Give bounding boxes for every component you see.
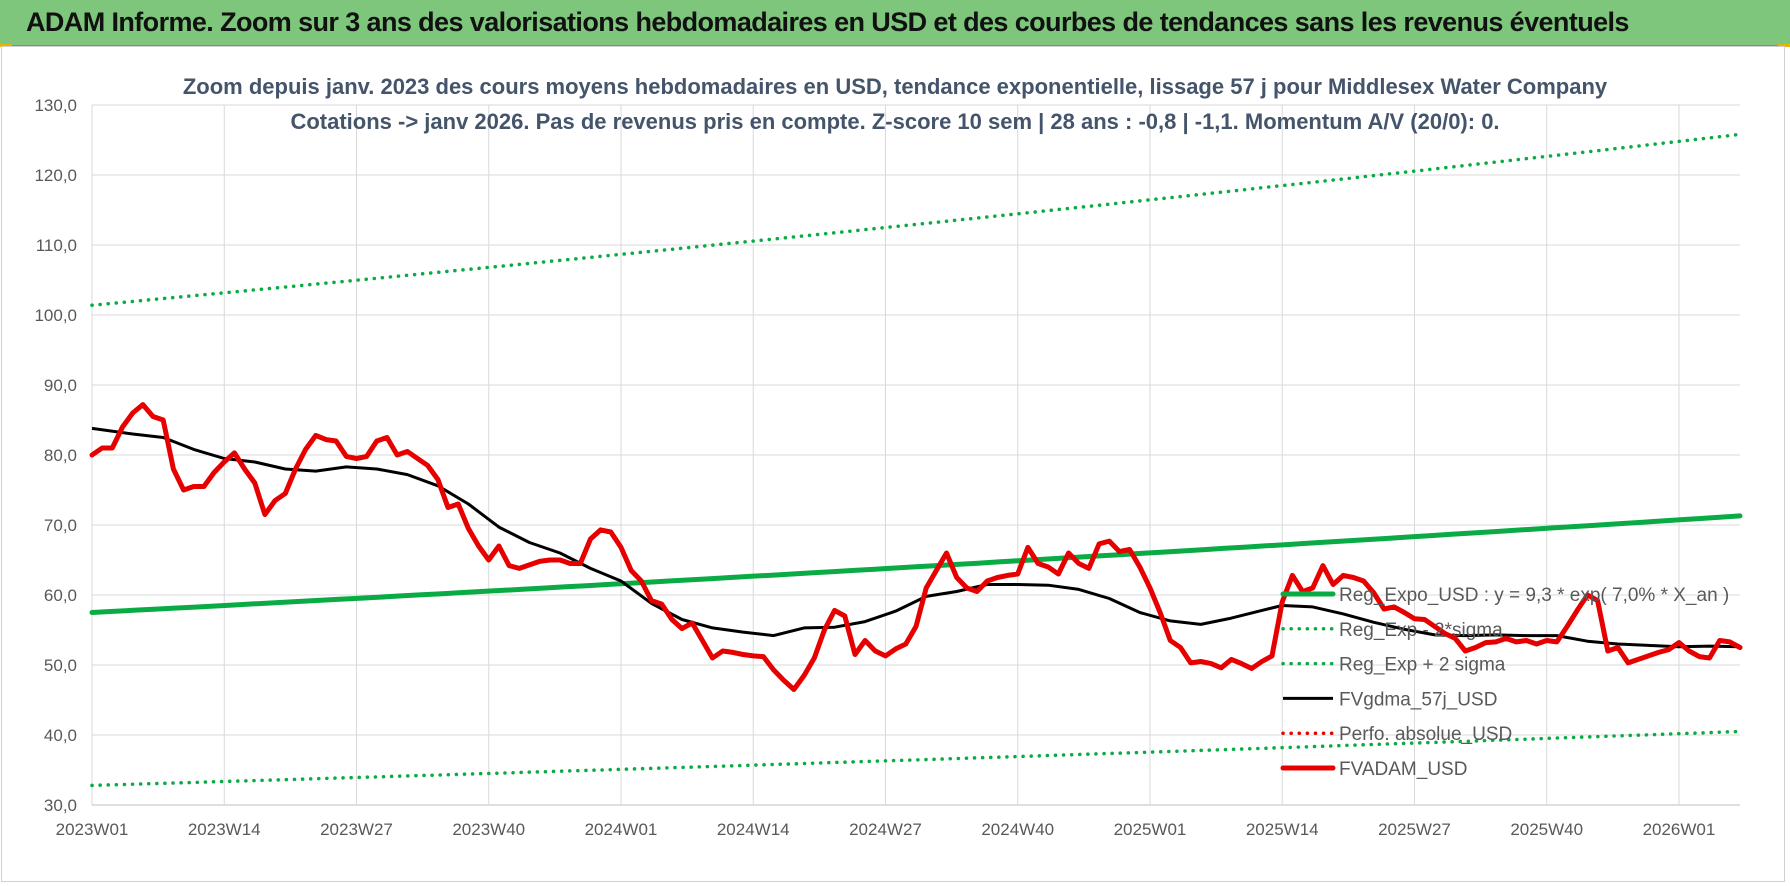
legend-label: Reg_Exp - 2*sigma [1339, 620, 1503, 641]
y-tick-label: 120,0 [34, 166, 77, 185]
legend-label: Perfo. absolue_USD [1339, 724, 1512, 745]
y-axis: 130,0 120,0 110,0 100,0 90,0 80,0 70,0 60,0 50,0… [34, 96, 77, 815]
chart-title: Zoom depuis janv. 2023 des cours moyens … [183, 74, 1608, 99]
chart-subtitle: Cotations -> janv 2026. Pas de revenus p… [290, 109, 1499, 134]
y-tick-label: 100,0 [34, 306, 77, 325]
x-tick-label: 2025W40 [1510, 820, 1583, 839]
y-tick-label: 30,0 [44, 796, 77, 815]
report-banner: ADAM Informe. Zoom sur 3 ans des valoris… [0, 0, 1790, 46]
legend-label: Reg_Expo_USD : y = 9,3 * exp( 7,0% * X_a… [1339, 585, 1729, 606]
chart-series [89, 132, 1743, 788]
y-tick-label: 110,0 [36, 236, 77, 255]
x-tick-label: 2023W01 [56, 820, 129, 839]
x-tick-label: 2023W40 [452, 820, 525, 839]
corner-mark-right [1778, 44, 1790, 47]
x-tick-label: 2024W40 [981, 820, 1054, 839]
chart-legend: Reg_Expo_USD : y = 9,3 * exp( 7,0% * X_a… [1280, 585, 1729, 780]
x-tick-label: 2024W14 [717, 820, 790, 839]
x-tick-label: 2025W14 [1246, 820, 1319, 839]
legend-label: FVADAM_USD [1339, 759, 1467, 780]
y-tick-label: 50,0 [44, 656, 77, 675]
y-tick-label: 90,0 [44, 376, 77, 395]
x-tick-label: 2024W01 [585, 820, 658, 839]
x-tick-label: 2024W27 [849, 820, 922, 839]
x-axis: 2023W01 2023W14 2023W27 2023W40 2024W01 2024W… [56, 820, 1716, 839]
series-line-reg-expo-usd [89, 513, 1743, 615]
series-line-reg-exp [90, 132, 1742, 307]
series-line-fvadam-usd [89, 402, 1743, 692]
x-tick-label: 2025W27 [1378, 820, 1451, 839]
y-tick-label: 70,0 [44, 516, 77, 535]
y-tick-label: 130,0 [34, 96, 77, 115]
series-line-reg-exp [90, 729, 1742, 788]
y-tick-label: 80,0 [44, 446, 77, 465]
corner-mark-left [0, 44, 12, 47]
x-tick-label: 2025W01 [1114, 820, 1187, 839]
y-tick-label: 40,0 [44, 726, 77, 745]
x-tick-label: 2023W27 [320, 820, 393, 839]
legend-label: Reg_Exp + 2 sigma [1339, 655, 1506, 676]
x-tick-label: 2023W14 [188, 820, 261, 839]
x-tick-label: 2026W01 [1643, 820, 1716, 839]
series-line-fvgdma-57j-usd [91, 426, 1741, 649]
banner-title: ADAM Informe. Zoom sur 3 ans des valoris… [26, 7, 1629, 37]
y-tick-label: 60,0 [44, 586, 77, 605]
chart-frame [1, 46, 1785, 882]
legend-label: FVgdma_57j_USD [1339, 689, 1497, 710]
